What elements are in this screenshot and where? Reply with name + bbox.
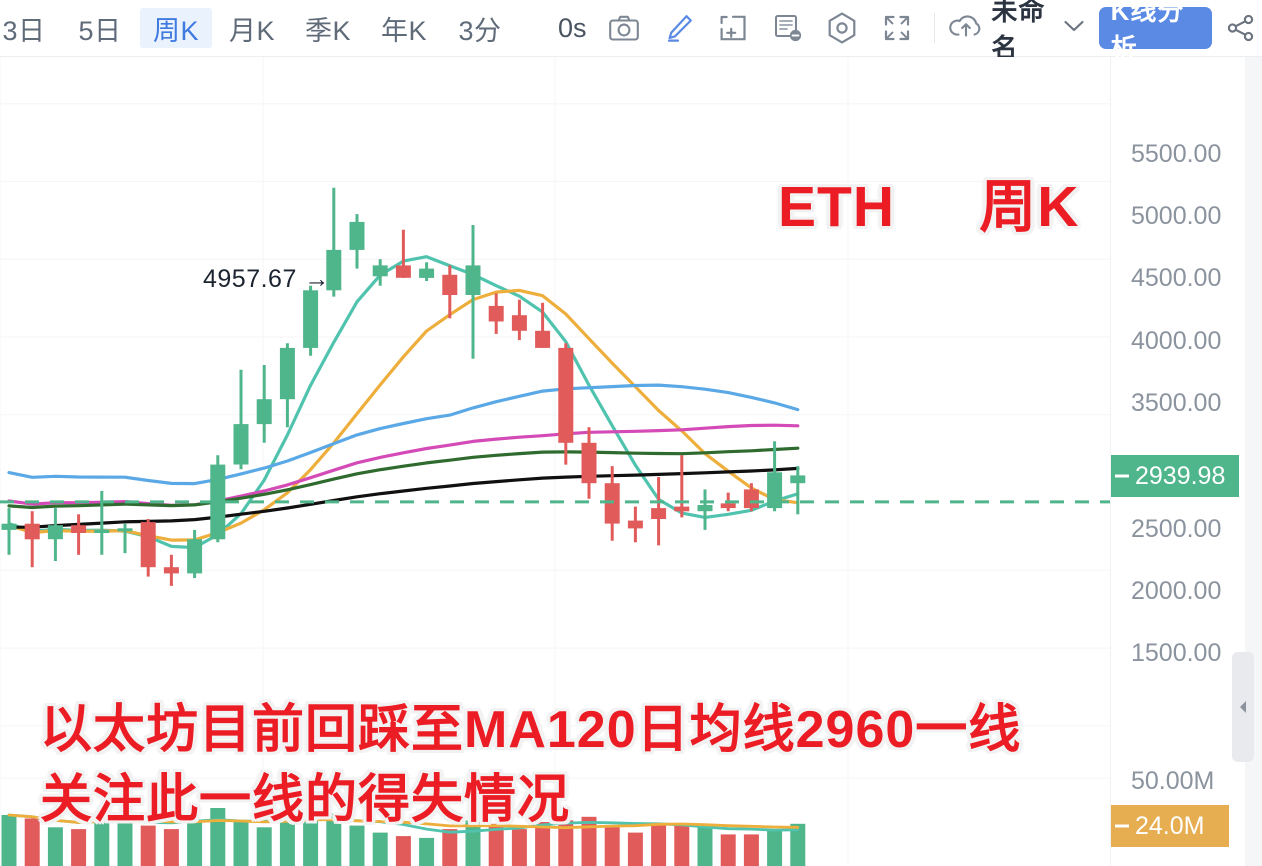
price-tick-6: 2000.00 — [1131, 577, 1222, 605]
period-tab-0[interactable]: 3日 — [2, 15, 46, 46]
last-volume-badge: 24.0M — [1111, 805, 1229, 847]
toolbar-divider — [934, 13, 936, 43]
camera-icon[interactable] — [604, 6, 645, 50]
price-panel[interactable] — [0, 57, 1110, 757]
period-tab-6[interactable]: 3分 — [458, 15, 502, 46]
commentary-line-2: 关注此一线的得失情况 — [40, 771, 571, 829]
layout-name-label: 未命名 — [991, 0, 1046, 63]
price-axis[interactable]: 5500.00 5000.00 4500.00 4000.00 3500.00 … — [1110, 57, 1246, 866]
price-tick-1: 5000.00 — [1131, 202, 1222, 230]
indicator-settings-icon[interactable] — [822, 6, 863, 50]
volume-tick-0: 50.00M — [1131, 767, 1215, 795]
price-tick-2: 4500.00 — [1131, 264, 1222, 292]
price-tick-0: 5500.00 — [1131, 140, 1222, 168]
swing-high-value: 4957.67 — [203, 265, 297, 293]
chart-toolbar: 3日 5日 周K 月K 季K 年K 3分 0s — [0, 0, 1262, 63]
period-tab-3[interactable]: 月K — [228, 15, 275, 46]
add-pane-icon[interactable] — [713, 6, 754, 50]
last-volume-tick-mark — [1115, 824, 1129, 828]
cloud-upload-icon — [949, 11, 983, 46]
share-icon[interactable] — [1220, 6, 1262, 50]
volume-panel[interactable] — [0, 757, 1110, 866]
last-price-badge: 2939.98 — [1111, 455, 1239, 497]
refresh-interval-button[interactable]: 0s — [558, 12, 587, 43]
swing-high-label: 4957.67 → — [203, 265, 330, 294]
price-tick-3: 4000.00 — [1131, 327, 1222, 355]
saved-layout-selector[interactable]: 未命名 — [945, 0, 1088, 65]
price-tick-7: 1500.00 — [1131, 639, 1222, 667]
period-tab-2[interactable]: 周K — [140, 8, 212, 48]
period-tab-5[interactable]: 年K — [380, 15, 427, 46]
last-price-value: 2939.98 — [1135, 461, 1226, 490]
pencil-draw-icon[interactable] — [658, 6, 699, 50]
chevron-left-icon — [1240, 701, 1246, 713]
kline-analysis-button[interactable]: K线分析 — [1098, 0, 1212, 63]
symbol-period-annotation: ETH 周K — [778, 161, 1079, 243]
period-tab-4[interactable]: 季K — [304, 15, 351, 46]
popup-alert-icon[interactable] — [768, 6, 809, 50]
chevron-down-icon[interactable] — [1063, 19, 1085, 38]
last-volume-value: 24.0M — [1135, 811, 1205, 840]
commentary-line-1: 以太坊目前回踩至MA120日均线2960一线 — [40, 701, 1022, 759]
period-title: 周K — [979, 175, 1080, 239]
fullscreen-icon[interactable] — [877, 6, 918, 50]
collapse-panel-handle[interactable] — [1232, 652, 1254, 762]
period-tab-1[interactable]: 5日 — [78, 15, 122, 46]
price-tick-4: 3500.00 — [1131, 389, 1222, 417]
arrow-right-icon: → — [304, 265, 330, 293]
price-tick-5: 2500.00 — [1131, 515, 1222, 543]
chart-area[interactable]: 5500.00 5000.00 4500.00 4000.00 3500.00 … — [0, 57, 1262, 866]
symbol-title: ETH — [778, 175, 895, 239]
last-price-tick-mark — [1115, 474, 1129, 478]
